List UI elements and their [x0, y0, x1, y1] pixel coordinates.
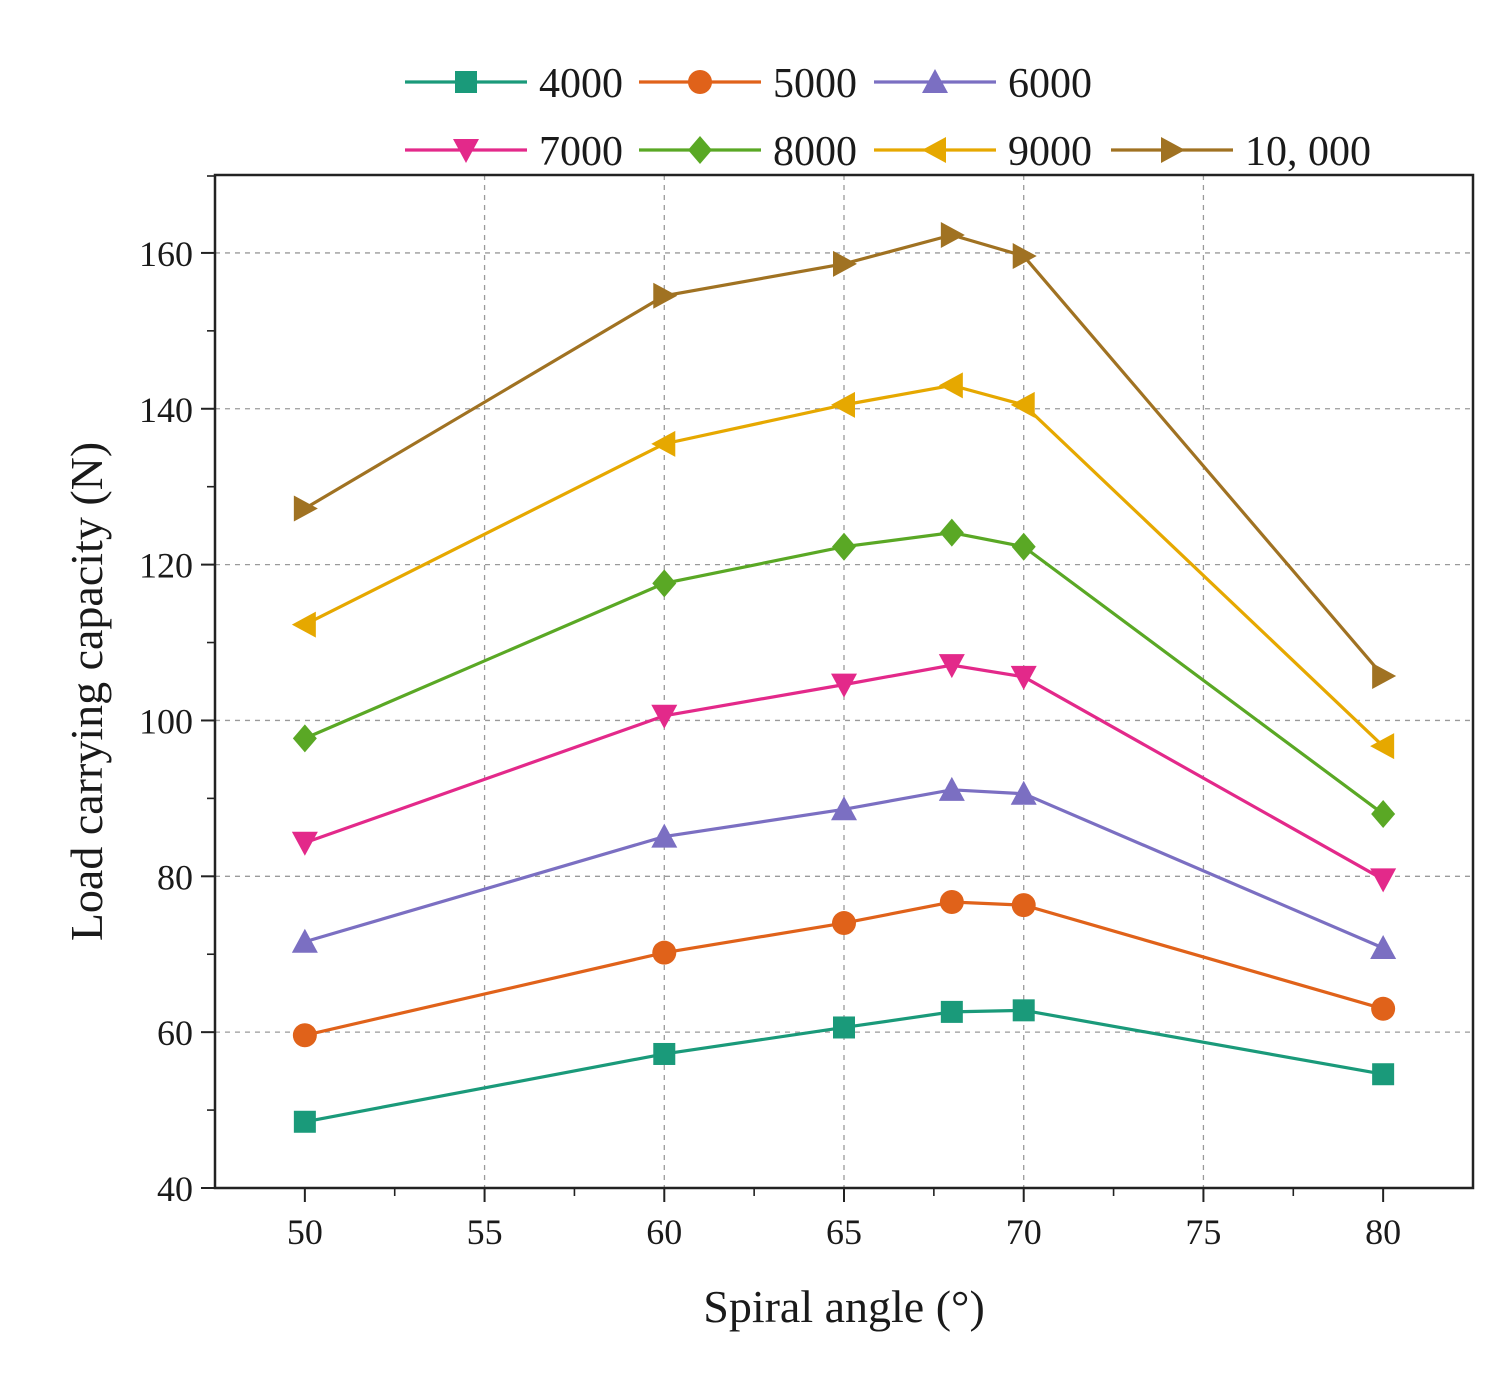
- x-axis-title: Spiral angle (°): [703, 1281, 985, 1332]
- series-line: [304, 900, 1384, 1037]
- data-point: [832, 532, 856, 561]
- data-point: [1010, 780, 1037, 805]
- legend-item: 10, 000: [1111, 129, 1371, 175]
- x-tick-label: 65: [826, 1212, 862, 1252]
- series-10000: [293, 222, 1397, 690]
- y-tick-label: 160: [139, 234, 193, 274]
- series-6000: [291, 776, 1397, 959]
- series-9000: [291, 372, 1395, 760]
- data-point: [1010, 391, 1035, 418]
- data-point: [831, 796, 857, 821]
- data-point: [1372, 1063, 1395, 1086]
- data-point: [1011, 893, 1036, 918]
- legend-marker: [688, 136, 712, 164]
- data-point: [939, 518, 964, 547]
- data-point: [291, 611, 316, 638]
- legend-marker: [1161, 137, 1185, 163]
- data-point: [1010, 665, 1037, 690]
- data-point: [652, 940, 677, 965]
- legend-label: 10, 000: [1245, 129, 1371, 175]
- y-axis-title: Load carrying capacity (N): [61, 442, 112, 941]
- data-point: [832, 911, 856, 936]
- data-point: [1012, 999, 1035, 1022]
- data-point: [1011, 532, 1036, 561]
- series-line: [304, 233, 1385, 678]
- series-line: [304, 1008, 1384, 1124]
- legend-label: 4000: [539, 61, 623, 107]
- data-point: [833, 250, 857, 277]
- y-tick-label: 80: [157, 857, 193, 897]
- legend-label: 9000: [1008, 129, 1092, 175]
- series-line: [304, 663, 1384, 881]
- data-point: [653, 282, 678, 309]
- x-tick-label: 80: [1365, 1212, 1401, 1252]
- data-point: [1371, 996, 1396, 1021]
- legend-item: 9000: [874, 129, 1092, 175]
- data-point: [651, 430, 676, 457]
- data-point: [1372, 663, 1397, 690]
- data-point: [653, 1042, 676, 1065]
- data-point: [291, 928, 318, 953]
- data-point: [651, 823, 678, 848]
- data-point: [1370, 733, 1395, 760]
- y-tick-label: 100: [139, 701, 193, 741]
- legend-item: 4000: [405, 61, 623, 107]
- legend-marker: [455, 71, 477, 93]
- series-8000: [292, 518, 1396, 828]
- data-point: [292, 1023, 317, 1048]
- x-tick-label: 50: [287, 1212, 323, 1252]
- x-tick-label: 60: [646, 1212, 682, 1252]
- data-point: [291, 831, 318, 856]
- data-point: [833, 1016, 855, 1039]
- x-tick-label: 70: [1006, 1212, 1042, 1252]
- series-line: [304, 531, 1385, 816]
- data-point: [1370, 934, 1397, 959]
- series-4000: [293, 999, 1395, 1133]
- data-point: [1371, 799, 1396, 828]
- series-layer: [291, 222, 1397, 1133]
- legend-label: 6000: [1008, 61, 1092, 107]
- legend-label: 8000: [773, 129, 857, 175]
- axes: 50 55 60 65 70 75 80 40 60 80 100 120 140 160: [139, 175, 1401, 1252]
- data-point: [651, 704, 678, 729]
- legend-marker: [922, 137, 946, 163]
- x-tick-label: 75: [1185, 1212, 1221, 1252]
- data-point: [831, 673, 857, 698]
- data-point: [939, 890, 964, 915]
- x-tick-label: 55: [467, 1212, 503, 1252]
- legend-item: 7000: [405, 129, 623, 175]
- legend-marker: [453, 139, 479, 163]
- data-point: [1012, 243, 1037, 270]
- data-point: [938, 372, 963, 399]
- legend-label: 7000: [539, 129, 623, 175]
- data-point: [831, 391, 855, 418]
- series-line: [304, 383, 1385, 748]
- data-point: [1370, 868, 1397, 893]
- series-line: [304, 788, 1384, 950]
- legend-item: 6000: [874, 61, 1092, 107]
- legend-marker: [688, 70, 712, 94]
- legend-item: 8000: [639, 129, 857, 175]
- data-point: [940, 1000, 963, 1023]
- data-point: [938, 776, 965, 801]
- y-tick-label: 120: [139, 546, 193, 586]
- y-tick-label: 60: [157, 1013, 193, 1053]
- data-point: [652, 569, 677, 598]
- series-7000: [291, 654, 1397, 893]
- data-point: [293, 495, 318, 522]
- y-tick-label: 140: [139, 390, 193, 430]
- y-tick-label: 40: [157, 1169, 193, 1209]
- series-5000: [292, 890, 1396, 1048]
- legend: 4000 5000 6000 7000 8000 9000 10, 000: [405, 61, 1371, 175]
- data-point: [938, 654, 965, 679]
- legend-marker: [922, 69, 948, 93]
- data-point: [940, 222, 965, 249]
- data-point: [293, 1110, 316, 1133]
- legend-item: 5000: [639, 61, 857, 107]
- data-point: [292, 724, 317, 753]
- legend-label: 5000: [773, 61, 857, 107]
